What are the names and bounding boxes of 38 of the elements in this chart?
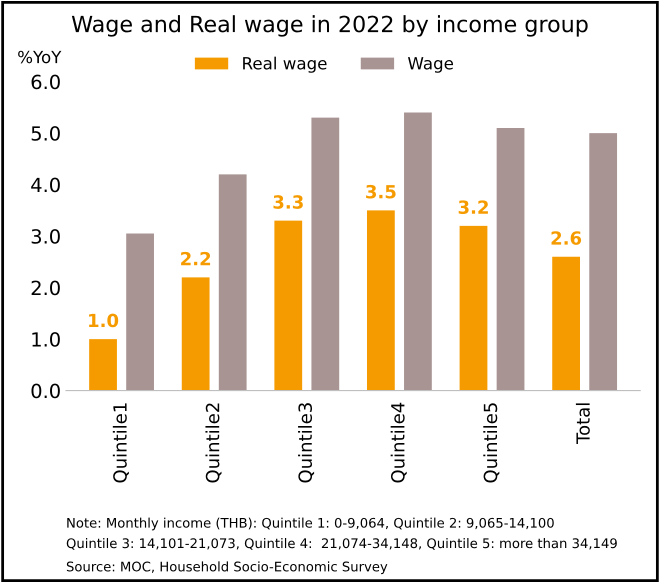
y-tick-label: 6.0 — [32, 74, 60, 90]
bar — [311, 118, 340, 391]
bar — [552, 256, 580, 391]
text: Note: Monthly income (THB): Quintile 1: 0-9,064, Quintile 2: 9,065-14,100 — [67, 518, 554, 530]
x-tick-label: Quintile2 — [205, 404, 222, 483]
x-tick-label: Quintile5 — [483, 403, 500, 483]
y-tick-label: 0.0 — [32, 384, 60, 398]
bar — [460, 226, 488, 391]
data-label: 3.2 — [458, 200, 488, 214]
text: Quintile 3: 14,101-21,073, Quintile 4: 21,074-34,148, Quintile 5: more than 34,149 — [66, 538, 617, 550]
data-label: 3.5 — [366, 184, 396, 199]
y-tick-label: 3.0 — [32, 229, 60, 244]
legend-label: Real wage — [243, 56, 327, 73]
bar — [496, 128, 524, 391]
data-label: 2.6 — [552, 231, 582, 245]
y-tick-label: 1.0 — [32, 332, 60, 347]
y-tick-label: 4.0 — [31, 178, 60, 192]
bar — [218, 174, 247, 391]
bar — [404, 112, 432, 391]
data-label: 1.0 — [89, 314, 118, 328]
data-label: 2.2 — [181, 252, 210, 266]
bar — [589, 133, 618, 391]
bar — [182, 277, 210, 391]
bar — [366, 210, 395, 391]
x-tick-label: Quintile1 — [112, 403, 129, 483]
bar — [89, 339, 117, 391]
legend-label: Wage — [408, 57, 454, 73]
x-tick-label: Quintile4 — [390, 402, 407, 483]
y-axis-title: %YoY — [18, 50, 62, 64]
x-tick-label: Quintile3 — [298, 403, 314, 483]
y-tick-label: 5.0 — [32, 126, 60, 141]
data-label: 3.3 — [273, 195, 303, 209]
chart-title: Wage and Real wage in 2022 by income group — [72, 15, 588, 37]
y-tick-label: 2.0 — [32, 280, 60, 296]
x-tick-label: Total — [576, 403, 590, 444]
bar — [126, 234, 154, 391]
bar — [274, 220, 302, 391]
source-note: Source: MOC, Household Socio-Economic Survey — [66, 561, 388, 574]
